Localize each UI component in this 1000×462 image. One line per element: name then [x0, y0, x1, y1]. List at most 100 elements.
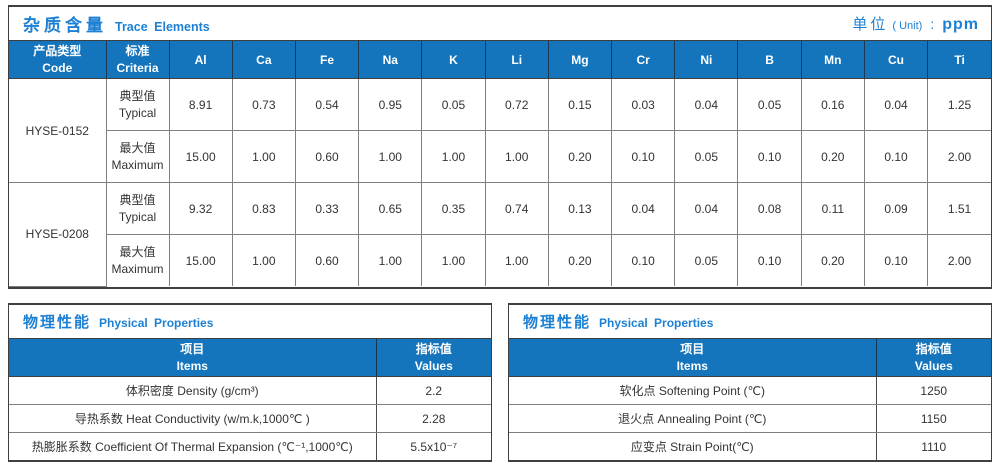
element-header-b: B: [737, 40, 802, 79]
phys-right-row-annealing-point: 退火点 Annealing Point (℃) 1150: [509, 404, 991, 433]
criteria-maximum-zh: 最大值: [119, 141, 156, 156]
value-cell: 0.54: [294, 78, 360, 131]
value-cell: 1.00: [484, 234, 549, 286]
item-label: 导热系数 Heat Conductivity (w/m.k,1000℃ ): [9, 404, 377, 433]
phys-right-header-row: 项目 Items 指标值 Values: [509, 338, 991, 377]
value-cell: 0.05: [737, 78, 802, 131]
value-cell: 0.60: [294, 130, 360, 183]
trace-title-bar: 杂质含量 Trace Elements 单位 ( Unit) : ppm: [9, 7, 991, 40]
criteria-typical-zh: 典型值: [119, 89, 156, 104]
value-cell: 8.91: [168, 78, 233, 131]
value-cell: 0.20: [800, 130, 865, 183]
values-header: 指标值 Values: [875, 338, 991, 377]
col-header-product-zh: 产品类型: [33, 44, 82, 59]
unit-zh: 单位: [852, 16, 889, 33]
value-cell: 0.13: [547, 182, 613, 235]
trace-grid: 产品类型 Code 标准 Criteria Al Ca Fe Na K Li M…: [9, 40, 991, 287]
row-hyse0152-typical: HYSE-0152 典型值 Typical 8.91 0.73 0.54 0.9…: [9, 78, 991, 183]
value-cell: 0.10: [611, 130, 676, 183]
value-cell: 0.10: [611, 234, 676, 286]
value-cell: 1.00: [358, 130, 423, 183]
value-cell: 0.05: [674, 234, 739, 286]
trace-header-row: 产品类型 Code 标准 Criteria Al Ca Fe Na K Li M…: [9, 40, 991, 79]
value-cell: 0.15: [547, 78, 613, 131]
unit-en: ( Unit): [892, 20, 923, 32]
criteria-maximum: 最大值 Maximum: [106, 130, 170, 183]
value-cell: 0.04: [674, 78, 739, 131]
element-header-k: K: [421, 40, 486, 79]
phys-right-row-softening-point: 软化点 Softening Point (℃) 1250: [509, 376, 991, 405]
criteria-typical-zh: 典型值: [119, 193, 156, 208]
col-header-criteria-zh: 标准: [125, 44, 150, 59]
value-cell: 1.00: [231, 130, 296, 183]
physical-properties-table-right: 物理性能 Physical Properties 项目 Items 指标值 Va…: [508, 303, 992, 462]
value-cell: 0.72: [484, 78, 549, 131]
value-cell: 0.95: [358, 78, 423, 131]
product-code: HYSE-0152: [9, 78, 107, 183]
value-cell: 0.10: [737, 234, 802, 286]
phys-left-title-bar: 物理性能 Physical Properties: [9, 305, 491, 338]
element-header-li: Li: [484, 40, 549, 79]
criteria-typical: 典型值 Typical: [105, 78, 170, 131]
item-label: 退火点 Annealing Point (℃): [509, 404, 877, 433]
value-cell: 0.20: [547, 234, 613, 286]
phys-left-row-thermal-expansion: 热膨胀系数 Coefficient Of Thermal Expansion (…: [9, 432, 491, 460]
criteria-maximum: 最大值 Maximum: [106, 234, 170, 286]
value-cell: 2.00: [927, 130, 991, 183]
row-hyse0152-maximum: 最大值 Maximum 15.00 1.00 0.60 1.00 1.00 1.…: [9, 130, 991, 183]
element-header-al: Al: [168, 40, 233, 79]
element-header-mg: Mg: [547, 40, 612, 79]
trace-title-en: Trace Elements: [115, 20, 210, 34]
item-label: 体积密度 Density (g/cm³): [9, 376, 377, 405]
trace-elements-table: 杂质含量 Trace Elements 单位 ( Unit) : ppm 产品类…: [8, 5, 992, 289]
value-cell: 0.04: [611, 182, 676, 235]
phys-right-grid: 项目 Items 指标值 Values 软化点 Softening Point …: [509, 338, 991, 460]
value-cell: 0.60: [294, 234, 360, 286]
row-hyse0208-maximum: 最大值 Maximum 15.00 1.00 0.60 1.00 1.00 1.…: [9, 234, 991, 286]
value-cell: 0.03: [611, 78, 676, 131]
value-cell: 0.73: [231, 78, 296, 131]
element-header-cr: Cr: [611, 40, 675, 79]
items-header-zh: 项目: [180, 342, 205, 357]
value-cell: 0.10: [737, 130, 802, 183]
phys-left-row-heat-conductivity: 导热系数 Heat Conductivity (w/m.k,1000℃ ) 2.…: [9, 404, 491, 433]
values-header-en: Values: [914, 358, 953, 373]
unit-label: 单位 ( Unit) : ppm: [852, 13, 979, 34]
value-cell: 0.05: [421, 78, 486, 131]
product-code: HYSE-0208: [9, 182, 107, 287]
value-cell: 1.00: [421, 234, 486, 286]
trace-title-zh: 杂质含量: [23, 16, 107, 35]
value-cell: 0.83: [231, 182, 296, 235]
item-value: 5.5x10⁻⁷: [375, 432, 491, 460]
col-header-criteria: 标准 Criteria: [105, 40, 169, 79]
phys-left-header-row: 项目 Items 指标值 Values: [9, 338, 491, 377]
criteria-maximum-en: Maximum: [111, 261, 164, 276]
value-cell: 0.74: [484, 182, 549, 235]
element-header-ti: Ti: [927, 40, 991, 79]
value-cell: 0.35: [421, 182, 486, 235]
phys-left-row-density: 体积密度 Density (g/cm³) 2.2: [9, 376, 491, 405]
items-header-zh: 项目: [680, 342, 705, 357]
element-header-mn: Mn: [800, 40, 865, 79]
value-cell: 0.65: [358, 182, 423, 235]
physical-properties-table-left: 物理性能 Physical Properties 项目 Items 指标值 Va…: [8, 303, 492, 462]
trace-title: 杂质含量 Trace Elements: [23, 11, 210, 36]
values-header-zh: 指标值: [915, 342, 952, 357]
row-hyse0208-typical: HYSE-0208 典型值 Typical 9.32 0.83 0.33 0.6…: [9, 182, 991, 287]
value-cell: 9.32: [168, 182, 233, 235]
value-cell: 0.20: [547, 130, 613, 183]
criteria-maximum-en: Maximum: [111, 157, 164, 172]
criteria-maximum-zh: 最大值: [119, 245, 156, 260]
values-header-en: Values: [414, 358, 453, 373]
phys-left-grid: 项目 Items 指标值 Values 体积密度 Density (g/cm³)…: [9, 338, 491, 460]
item-label: 软化点 Softening Point (℃): [509, 376, 877, 405]
col-header-product: 产品类型 Code: [9, 40, 106, 79]
value-cell: 0.04: [863, 78, 929, 131]
phys-right-row-strain-point: 应变点 Strain Point(℃) 1110: [509, 432, 991, 460]
value-cell: 1.51: [927, 182, 991, 235]
value-cell: 1.00: [358, 234, 423, 286]
criteria-typical-en: Typical: [118, 209, 157, 224]
phys-right-title-zh: 物理性能: [523, 314, 592, 331]
element-header-ca: Ca: [231, 40, 296, 79]
value-cell: 0.33: [294, 182, 360, 235]
